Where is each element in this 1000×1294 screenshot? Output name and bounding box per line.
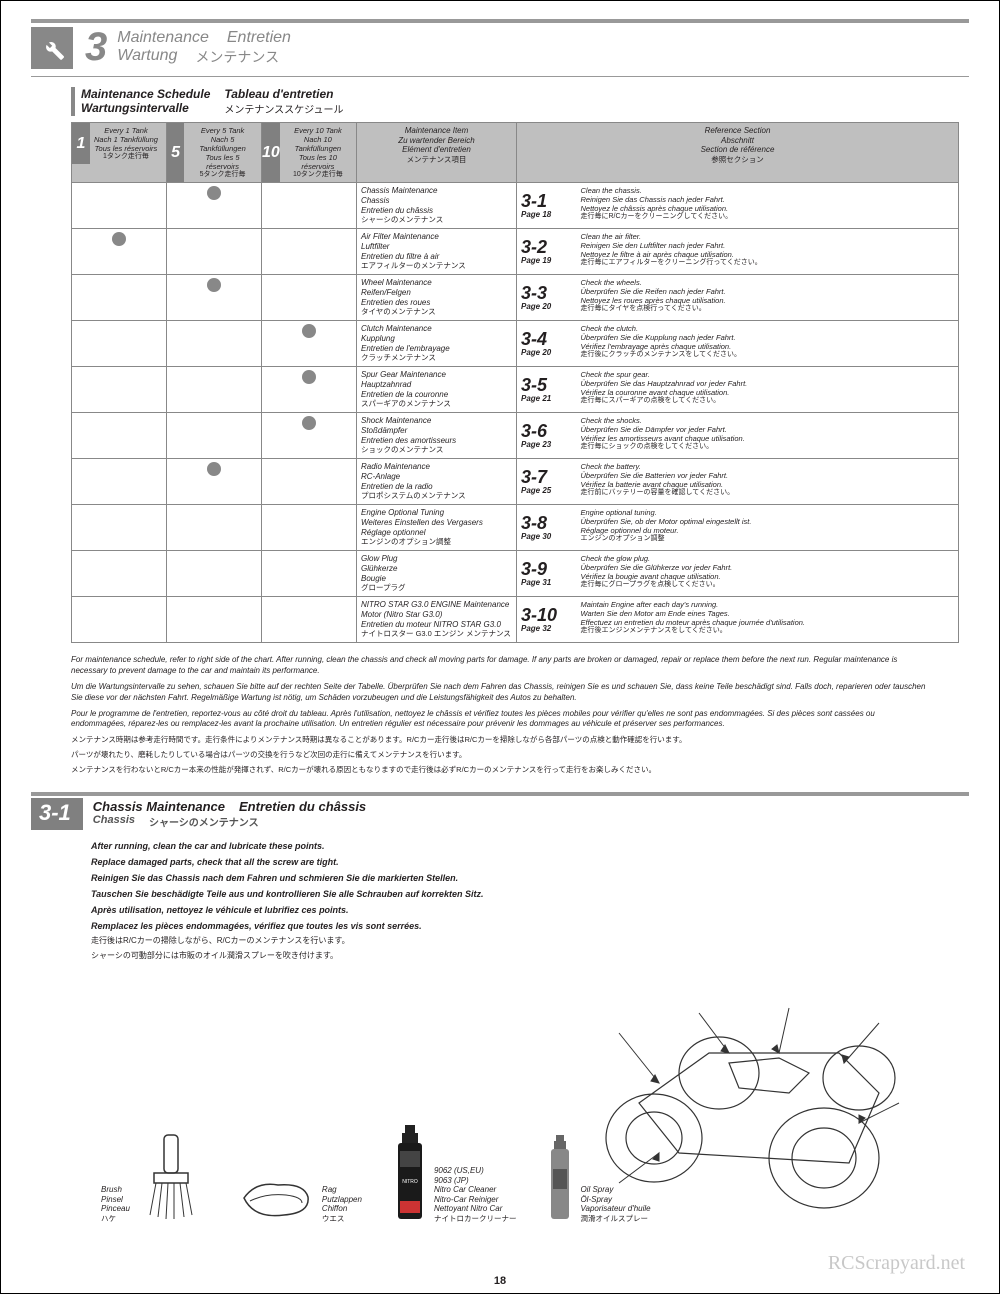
freq-header: 1 Every 1 TankNach 1 TankfüllungTous les… xyxy=(76,126,162,161)
rag-l3: Chiffon xyxy=(322,1204,362,1214)
wrench-icon xyxy=(31,27,73,69)
section-header: 3 Maintenance Entretien Wartung メンテナンス xyxy=(31,19,969,77)
cleaner-l5: Nettoyant Nitro Car xyxy=(434,1204,517,1214)
note-de: Um die Wartungsintervalle zu sehen, scha… xyxy=(71,682,929,704)
sec31-jp1: 走行後はR/Cカーの掃除しながら、R/Cカーのメンテナンスを行います。 xyxy=(91,936,929,947)
sec31-en2: Replace damaged parts, check that all th… xyxy=(91,856,929,868)
freq-header: 5 Every 5 TankNach 5 TankfüllungenTous l… xyxy=(171,126,257,179)
sec31-en1: After running, clean the car and lubrica… xyxy=(91,840,929,852)
ref-number: 3-2 xyxy=(521,238,573,256)
sec31-jp2: シャーシの可動部分には市販のオイル潤滑スプレーを吹き付けます。 xyxy=(91,951,929,962)
table-row: Shock MaintenanceStoßdämpferEntretien de… xyxy=(72,413,959,459)
table-row: Spur Gear MaintenanceHauptzahnradEntreti… xyxy=(72,367,959,413)
cleaner-l3: Nitro Car Cleaner xyxy=(434,1185,517,1195)
schedule-dot xyxy=(302,416,316,430)
sec31-title-fr: Entretien du châssis xyxy=(239,799,366,814)
table-row: NITRO STAR G3.0 ENGINE MaintenanceMotor … xyxy=(72,597,959,643)
sec31-de1: Reinigen Sie das Chassis nach dem Fahren… xyxy=(91,872,929,884)
brush-l4: ハケ xyxy=(101,1214,130,1223)
note-fr: Pour le programme de l'entretien, report… xyxy=(71,709,929,731)
note-jp2: パーツが壊れたり、磨耗したりしている場合はパーツの交換を行うなど次回の走行に備え… xyxy=(71,750,929,760)
chassis-diagram xyxy=(579,983,919,1213)
note-en: For maintenance schedule, refer to right… xyxy=(71,655,929,677)
table-row: Engine Optional TuningWeiteres Einstelle… xyxy=(72,505,959,551)
brush-icon xyxy=(136,1133,206,1223)
title-jp: メンテナンス xyxy=(195,47,279,67)
oil-spray-icon xyxy=(546,1133,574,1223)
rag-l4: ウエス xyxy=(322,1214,362,1223)
sec31-title-en: Chassis Maintenance xyxy=(93,799,225,814)
cleaner-l2: 9063 (JP) xyxy=(434,1176,517,1186)
subhead-de: Wartungsintervalle xyxy=(81,101,210,115)
schedule-dot xyxy=(302,370,316,384)
brush-l3: Pinceau xyxy=(101,1204,130,1214)
title-en: Maintenance xyxy=(117,29,209,47)
schedule-dot xyxy=(112,232,126,246)
page-number: 18 xyxy=(1,1275,999,1287)
ref-number: 3-10 xyxy=(521,606,573,624)
tool-rag: Rag Putzlappen Chiffon ウエス xyxy=(236,1173,362,1223)
subheader: Maintenance Schedule Wartungsintervalle … xyxy=(71,87,969,116)
freq-header: 10 Every 10 TankNach 10 TankfüllungenTou… xyxy=(266,126,352,179)
ref-number: 3-5 xyxy=(521,376,573,394)
tool-brush: Brush Pinsel Pinceau ハケ xyxy=(101,1133,206,1223)
spray-can-icon: NITRO xyxy=(392,1123,428,1223)
watermark: RCScrapyard.net xyxy=(828,1252,965,1275)
rag-l1: Rag xyxy=(322,1185,362,1195)
subhead-fr: Tableau d'entretien xyxy=(224,87,343,101)
table-row: Chassis MaintenanceChassisEntretien du c… xyxy=(72,183,959,229)
ref-number: 3-8 xyxy=(521,514,573,532)
rag-icon xyxy=(236,1173,316,1223)
notes: For maintenance schedule, refer to right… xyxy=(71,655,929,775)
ref-number: 3-3 xyxy=(521,284,573,302)
ref-number: 3-9 xyxy=(521,560,573,578)
col-header-ref: Reference SectionAbschnittSection de réf… xyxy=(521,126,954,164)
schedule-dot xyxy=(207,186,221,200)
sec31-de2: Tauschen Sie beschädigte Teile aus und k… xyxy=(91,888,929,900)
ref-number: 3-6 xyxy=(521,422,573,440)
title-fr: Entretien xyxy=(227,29,291,47)
schedule-dot xyxy=(302,324,316,338)
note-jp1: メンテナンス時期は参考走行時間です。走行条件によりメンテナンス時期は異なることが… xyxy=(71,735,929,745)
cleaner-l6: ナイトロカークリーナー xyxy=(434,1214,517,1223)
sec31-title-jp: シャーシのメンテナンス xyxy=(149,814,259,829)
table-row: Wheel MaintenanceReifen/FelgenEntretien … xyxy=(72,275,959,321)
sec31-fr1: Après utilisation, nettoyez le véhicule … xyxy=(91,904,929,916)
schedule-dot xyxy=(207,278,221,292)
note-jp3: メンテナンスを行わないとR/Cカー本来の性能が発揮されず、R/Cカーが壊れる原因… xyxy=(71,765,929,775)
ref-number: 3-1 xyxy=(521,192,573,210)
brush-l2: Pinsel xyxy=(101,1195,130,1205)
brush-l1: Brush xyxy=(101,1185,130,1195)
subhead-en: Maintenance Schedule xyxy=(81,87,210,101)
sec31-title-de: Chassis xyxy=(93,814,135,829)
ref-number: 3-7 xyxy=(521,468,573,486)
title-de: Wartung xyxy=(117,47,177,67)
section-3-1: 3-1 Chassis Maintenance Entretien du châ… xyxy=(31,792,969,962)
tool-cleaner: NITRO 9062 (US,EU) 9063 (JP) Nitro Car C… xyxy=(392,1123,517,1223)
maintenance-table: 1 Every 1 TankNach 1 TankfüllungTous les… xyxy=(71,122,959,643)
oil-l4: 潤滑オイルスプレー xyxy=(580,1214,650,1223)
ref-number: 3-4 xyxy=(521,330,573,348)
schedule-dot xyxy=(207,462,221,476)
section-number: 3 xyxy=(85,25,107,70)
col-header-item: Maintenance ItemZu wartender BereichElém… xyxy=(361,126,512,164)
sec31-fr2: Remplacez les pièces endommagées, vérifi… xyxy=(91,920,929,932)
cleaner-l1: 9062 (US,EU) xyxy=(434,1166,517,1176)
table-row: Clutch MaintenanceKupplungEntretien de l… xyxy=(72,321,959,367)
table-row: Glow PlugGlühkerzeBougieグロープラグ3-9Page 31… xyxy=(72,551,959,597)
rag-l2: Putzlappen xyxy=(322,1195,362,1205)
cleaner-l4: Nitro-Car Reiniger xyxy=(434,1195,517,1205)
sec31-number: 3-1 xyxy=(31,798,83,830)
svg-text:NITRO: NITRO xyxy=(402,1179,418,1185)
table-row: Air Filter MaintenanceLuftfilterEntretie… xyxy=(72,229,959,275)
table-row: Radio MaintenanceRC-AnlageEntretien de l… xyxy=(72,459,959,505)
subhead-jp: メンテナンススケジュール xyxy=(224,101,343,116)
